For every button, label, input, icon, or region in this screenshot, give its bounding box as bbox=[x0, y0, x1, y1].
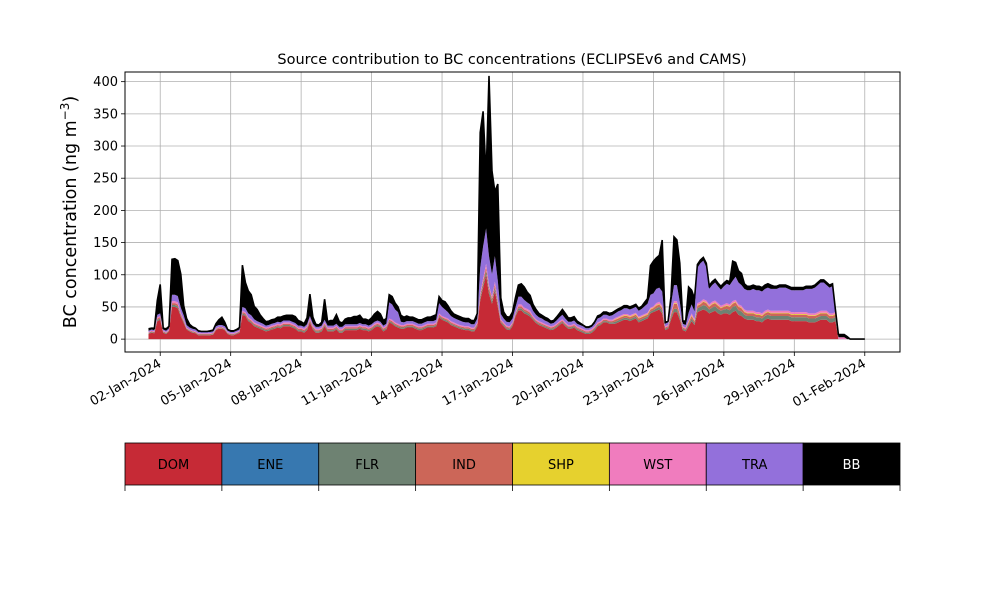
y-tick-label: 50 bbox=[101, 300, 118, 315]
legend-label-wst: WST bbox=[643, 458, 672, 473]
legend-swatch-dom bbox=[124, 442, 223, 486]
legend-label-ind: IND bbox=[452, 458, 476, 473]
legend-label-tra: TRA bbox=[741, 458, 767, 473]
x-tick-label: 05-Jan-2024 bbox=[158, 356, 235, 409]
y-tick-label: 400 bbox=[93, 75, 118, 90]
x-tick-label: 14-Jan-2024 bbox=[369, 356, 446, 409]
legend-label-dom: DOM bbox=[158, 458, 189, 473]
x-tick-label: 29-Jan-2024 bbox=[722, 356, 799, 409]
area-dom bbox=[148, 274, 865, 340]
y-axis-label-sup: −3 bbox=[58, 103, 72, 121]
total-line bbox=[148, 75, 865, 340]
x-tick-label: 23-Jan-2024 bbox=[581, 356, 658, 409]
x-tick-label: 02-Jan-2024 bbox=[88, 356, 165, 409]
chart-title: Source contribution to BC concentrations… bbox=[277, 52, 746, 68]
x-tick-label: 11-Jan-2024 bbox=[299, 356, 376, 409]
x-tick-label: 26-Jan-2024 bbox=[651, 356, 728, 409]
x-tick-label: 20-Jan-2024 bbox=[510, 356, 587, 409]
y-tick-label: 0 bbox=[110, 333, 118, 348]
y-tick-label: 300 bbox=[93, 140, 118, 155]
y-tick-label: 150 bbox=[93, 236, 118, 251]
y-axis-label-close: ) bbox=[61, 96, 81, 103]
y-tick-label: 250 bbox=[93, 172, 118, 187]
area-layer bbox=[148, 75, 865, 340]
y-tick-label: 100 bbox=[93, 268, 118, 283]
y-axis-label: BC concentration (ng m−3) bbox=[58, 96, 81, 328]
legend-swatch-ene bbox=[221, 442, 320, 486]
legend-label-bb: BB bbox=[843, 458, 861, 473]
legend-swatch-shp bbox=[512, 442, 610, 486]
legend-label-shp: SHP bbox=[548, 458, 574, 473]
legend-colorbar: DOM ENE FLR IND SHP WST TRA BB bbox=[124, 442, 901, 491]
y-axis-ticks: 0 50 100 150 200 250 300 350 400 bbox=[93, 75, 125, 348]
x-axis-ticks: 02-Jan-202405-Jan-202408-Jan-202411-Jan-… bbox=[88, 352, 869, 410]
x-tick-label: 17-Jan-2024 bbox=[440, 356, 517, 409]
y-axis-label-main: BC concentration (ng m bbox=[61, 120, 81, 328]
legend-swatch-ind bbox=[415, 442, 513, 486]
legend-label-ene: ENE bbox=[257, 458, 283, 473]
y-tick-label: 200 bbox=[93, 204, 118, 219]
legend-swatch-bb bbox=[802, 442, 901, 486]
x-tick-label: 01-Feb-2024 bbox=[790, 356, 869, 410]
legend-swatch-flr bbox=[318, 442, 417, 486]
legend-label-flr: FLR bbox=[355, 458, 379, 473]
x-tick-label: 08-Jan-2024 bbox=[229, 356, 306, 409]
y-tick-label: 350 bbox=[93, 107, 118, 122]
